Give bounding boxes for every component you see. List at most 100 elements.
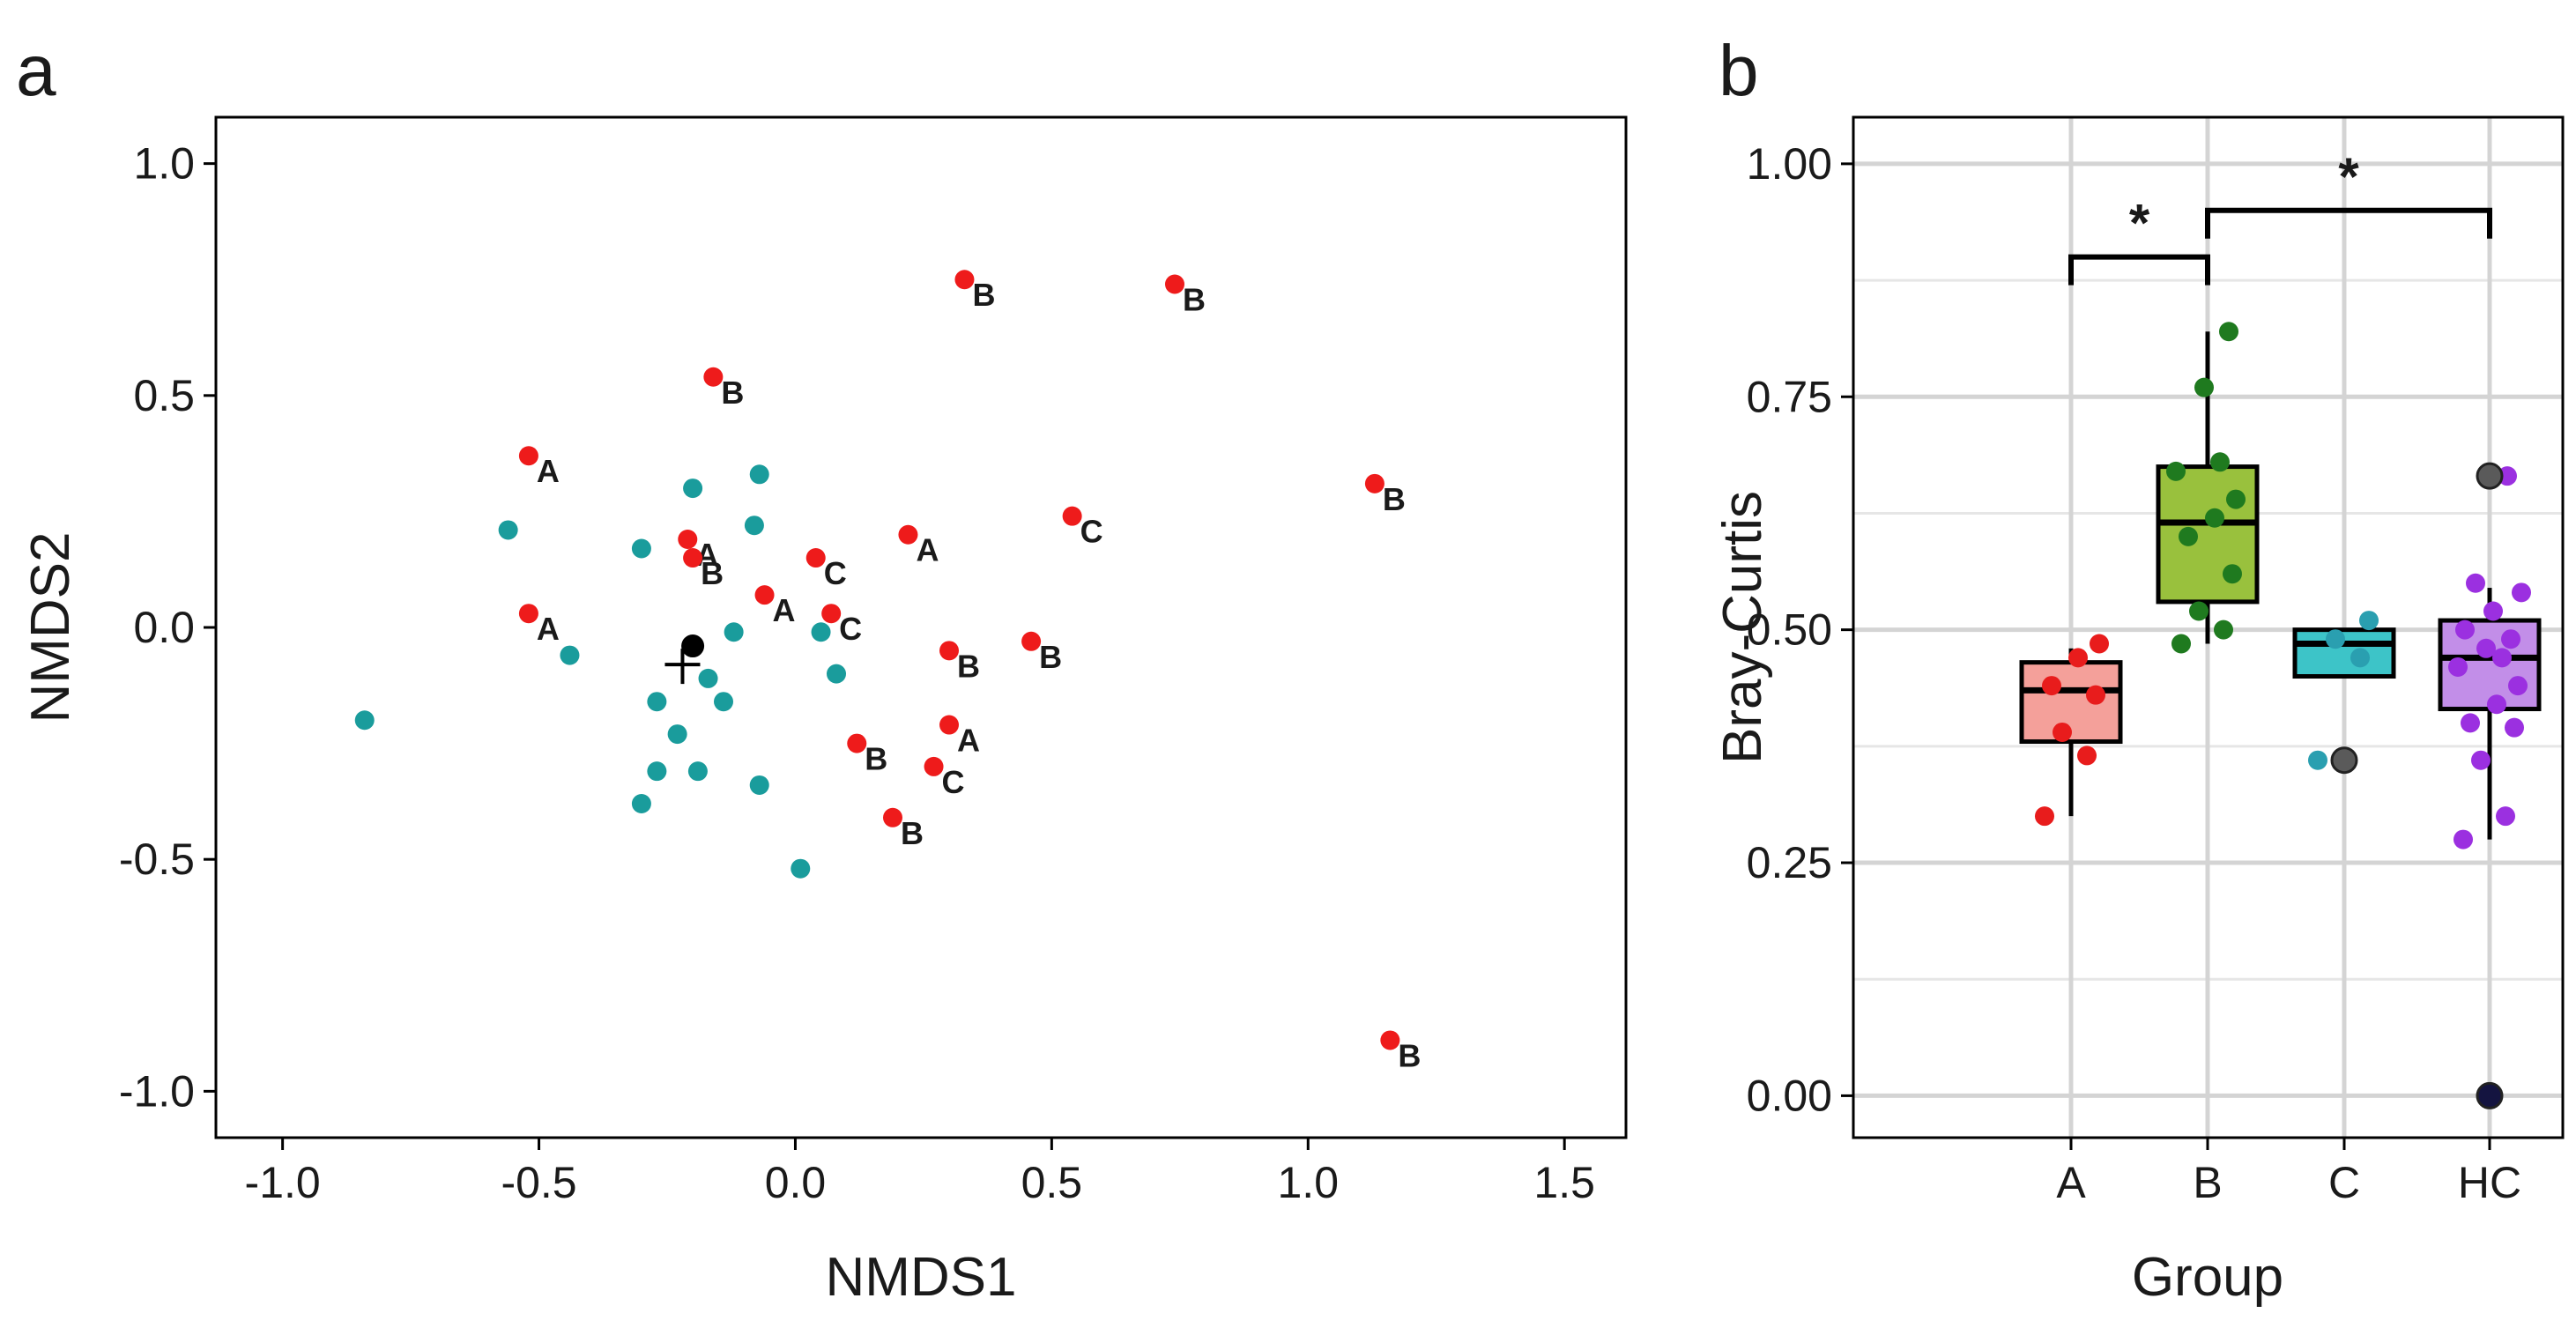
panel-a-point-labeled	[847, 733, 867, 753]
panel-b-point-hc	[2487, 694, 2506, 715]
panel-a-point-label: B	[865, 741, 887, 777]
panel-a-point-unlabeled	[667, 724, 687, 745]
panel-a-point-labeled	[883, 807, 902, 827]
panel-b-y-tick-label: 0.00	[1747, 1071, 1832, 1120]
panel-b-point-a	[2042, 676, 2061, 696]
panel-a-x-tick-label: 0.5	[1021, 1158, 1083, 1207]
panel-a-point-labeled	[939, 715, 959, 735]
panel-a-point-label: B	[972, 277, 995, 313]
panel-b-x-tick-label: C	[2328, 1158, 2360, 1207]
panel-b-point-hc	[2448, 657, 2468, 677]
panel-a-point-unlabeled	[498, 520, 518, 540]
panel-a-letter: a	[16, 31, 56, 111]
panel-b-point-b	[2214, 619, 2233, 640]
panel-b-marks	[2019, 322, 2542, 1109]
panel-a-point-label: B	[701, 555, 724, 591]
panel-b-significance-star: *	[2338, 147, 2359, 206]
panel-a-point-labeled	[939, 641, 959, 661]
panel-a-point-label: B	[1398, 1037, 1421, 1073]
panel-b-y-tick-label: 0.50	[1747, 605, 1832, 655]
panel-b-point-b	[2194, 377, 2214, 397]
panel-a-point-unlabeled	[698, 668, 718, 688]
panel-a-point-labeled	[1364, 473, 1385, 493]
panel-a-point-label: C	[942, 764, 965, 800]
panel-b-x-tick-label: HC	[2458, 1158, 2521, 1207]
panel-a-point-labeled	[518, 446, 538, 466]
panel-a-point-label: A	[916, 532, 939, 568]
panel-b-point-b	[2179, 526, 2198, 546]
panel-b-point-b	[2219, 322, 2238, 342]
panel-a-x-axis-title: NMDS1	[825, 1247, 1016, 1308]
panel-a-y-tick-label: 0.5	[133, 371, 195, 420]
panel-b-x-axis-title: Group	[2132, 1247, 2283, 1308]
panel-a-point-unlabeled	[647, 692, 667, 712]
panel-b-box-b	[2156, 464, 2260, 605]
panel-b-point-hc	[2476, 638, 2496, 658]
panel-a-point-labeled	[898, 524, 918, 545]
panel-b-point-hc	[2512, 582, 2531, 603]
panel-a-x-tick-label: 0.0	[765, 1158, 827, 1207]
panel-a-point-label: B	[721, 375, 744, 411]
panel-b-point-b	[2171, 634, 2191, 654]
panel-b-point-hc	[2498, 466, 2517, 486]
panel-a-centroid-point	[681, 634, 705, 658]
panel-a-point-label: B	[1039, 639, 1062, 675]
panel-a-y-tick-label: 0.0	[133, 603, 195, 652]
panel-a-frame	[214, 115, 1628, 1139]
panel-a-point-unlabeled	[744, 516, 764, 536]
panel-a-point-label: B	[901, 815, 924, 851]
panel-a-point-labeled	[703, 367, 724, 387]
panel-b-point-hc	[2501, 629, 2520, 649]
panel-a-point-label: A	[773, 592, 796, 628]
panel-b-point-hc	[2455, 619, 2475, 640]
panel-b-point-b	[2210, 452, 2230, 472]
panel-a-point-unlabeled	[714, 692, 733, 712]
panel-b-x-tick-label: A	[2056, 1158, 2086, 1207]
panel-b-point-hc	[2505, 717, 2524, 738]
panel-b-point-hc	[2483, 601, 2503, 621]
panel-a-axes: -1.0 -0.5 0.0 0.5 1.0 1.5 -1.0 -0.5 0.0 0.5 1.0	[119, 139, 1595, 1207]
panel-a-point-unlabeled	[631, 794, 651, 814]
panel-a-point-labeled	[1062, 506, 1082, 526]
panel-b-bray-curtis-boxplot: b 0.000.250.500.751.00A B C HC ** Group Bra…	[1712, 31, 2565, 1308]
panel-a-point-labeled	[683, 548, 703, 568]
panel-a-y-tick-label: -0.5	[119, 835, 195, 884]
panel-a-point-labeled	[518, 604, 538, 624]
panel-a-point-label: A	[537, 611, 560, 647]
panel-a-y-tick-label: 1.0	[133, 139, 195, 189]
panel-a-y-axis-title: NMDS2	[20, 531, 81, 723]
panel-b-significance: **	[2068, 147, 2492, 286]
panel-b-point-c	[2350, 648, 2370, 668]
panel-b-point-hc	[2492, 648, 2512, 668]
panel-a-x-tick-label: -1.0	[245, 1158, 321, 1207]
panel-b-y-axis-title: Bray-Curtis	[1712, 491, 1773, 764]
panel-b-point-c	[2359, 611, 2379, 631]
panel-b-point-hc	[2508, 676, 2528, 696]
panel-a-point-unlabeled	[811, 622, 831, 642]
panel-b-y-tick-label: 0.75	[1747, 372, 1832, 421]
panel-a-point-labeled	[678, 529, 698, 549]
panel-a-point-unlabeled	[749, 464, 769, 485]
panel-b-letter: b	[1719, 31, 1759, 111]
panel-a-point-unlabeled	[791, 858, 811, 879]
panel-a-point-unlabeled	[354, 710, 375, 731]
panel-a-point-labeled	[954, 270, 975, 290]
panel-b-point-a	[2077, 746, 2097, 766]
panel-a-point-label: B	[957, 648, 980, 684]
panel-b-point-hc	[2471, 750, 2491, 770]
panel-b-point-a	[2068, 648, 2088, 668]
panel-b-x-tick-label: B	[2193, 1158, 2222, 1207]
panel-a-point-label: A	[957, 723, 980, 759]
panel-b-point-a	[2053, 722, 2072, 742]
panel-a-point-unlabeled	[683, 479, 703, 499]
panel-a-point-labeled	[1165, 274, 1184, 294]
panel-b-point-b	[2223, 564, 2242, 584]
panel-a-point-labeled	[754, 585, 775, 605]
panel-b-point-a	[2090, 634, 2109, 654]
panel-b-point-c	[2308, 750, 2327, 770]
panel-b-point-a	[2035, 806, 2054, 827]
panel-a-point-label: B	[1383, 481, 1406, 517]
panel-a-point-labeled	[805, 548, 826, 568]
panel-a-point-labeled	[1021, 631, 1042, 651]
